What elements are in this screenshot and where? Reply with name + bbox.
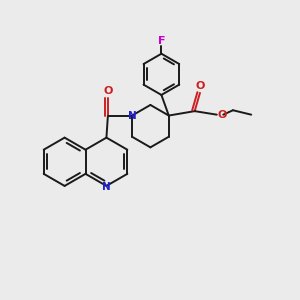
Text: N: N xyxy=(102,182,111,191)
Text: O: O xyxy=(103,86,112,96)
Text: O: O xyxy=(218,110,227,120)
Text: O: O xyxy=(195,81,205,92)
Text: N: N xyxy=(128,110,136,121)
Text: F: F xyxy=(158,36,165,46)
